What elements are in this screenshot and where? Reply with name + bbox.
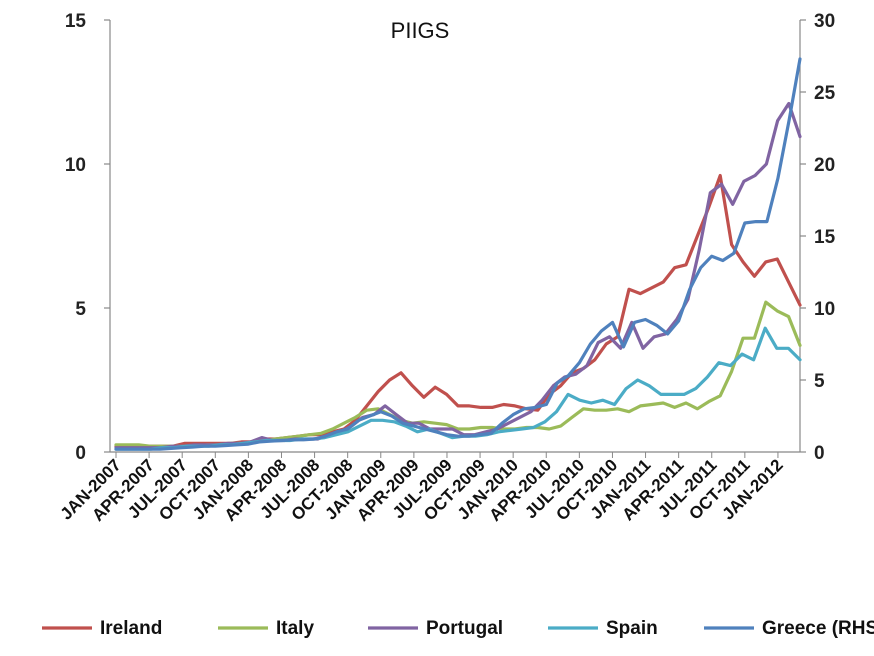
right-axis-tick-label: 10 — [814, 299, 835, 320]
legend: Ireland Italy Portugal Spain Greece (RHS) — [42, 618, 874, 639]
legend-label: Italy — [276, 618, 314, 639]
series-lines — [114, 57, 802, 451]
left-axis-tick-label: 10 — [65, 155, 86, 176]
left-axis-tick-label: 5 — [75, 299, 86, 320]
legend-label: Greece (RHS) — [762, 618, 874, 639]
right-axis-tick-label: 25 — [814, 83, 836, 104]
series-line-italy — [114, 300, 802, 448]
legend-label: Spain — [606, 618, 658, 639]
left-axis-tick-label: 15 — [65, 11, 87, 32]
legend-label: Portugal — [426, 618, 503, 639]
series-line-greece-rhs — [114, 57, 802, 451]
series-line-ireland — [114, 173, 802, 448]
left-axis-tick-label: 0 — [75, 443, 86, 464]
right-axis-tick-label: 0 — [814, 443, 825, 464]
legend-label: Ireland — [100, 618, 162, 639]
axes: 051015051015202530JAN-2007APR-2007JUL-20… — [57, 11, 836, 525]
right-axis-tick-label: 5 — [814, 371, 825, 392]
right-axis-tick-label: 30 — [814, 11, 835, 32]
right-axis-tick-label: 20 — [814, 155, 835, 176]
chart-title: PIIGS — [391, 18, 450, 43]
right-axis-tick-label: 15 — [814, 227, 836, 248]
